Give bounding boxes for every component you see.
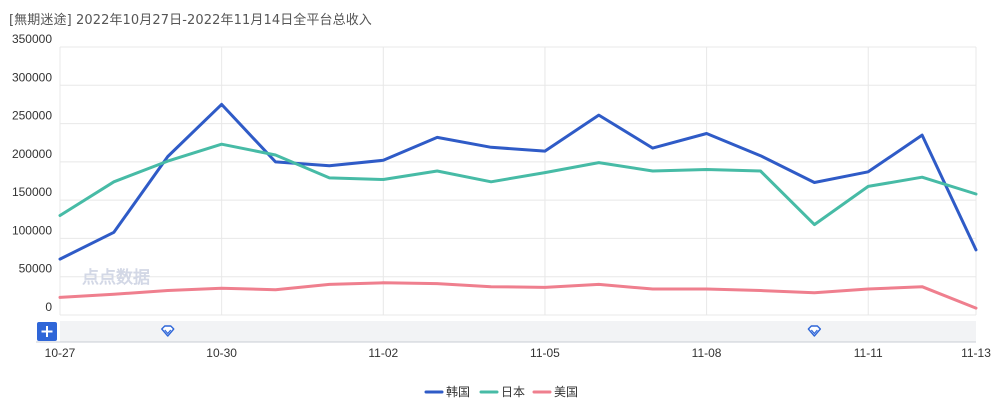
legend-item[interactable]: 日本 — [479, 385, 525, 399]
watermark-text: 点点数据 — [82, 267, 150, 288]
y-axis: 0 50000 100000 150000 200000 250000 300000 3500… — [12, 32, 52, 314]
slider-track[interactable] — [60, 321, 976, 342]
y-tick-label: 300000 — [12, 70, 52, 84]
x-axis: 10-27 10-30 11-02 11-05 11-08 11-11 11-13 — [45, 346, 992, 360]
y-tick-label: 0 — [45, 300, 52, 314]
legend-item[interactable]: 美国 — [532, 385, 578, 399]
legend-item[interactable]: 韩国 — [424, 384, 470, 399]
x-tick-label: 11-13 — [961, 346, 991, 360]
legend-label: 韩国 — [446, 384, 470, 399]
series-line-日本[interactable] — [58, 142, 978, 227]
y-tick-label: 250000 — [12, 109, 52, 123]
legend[interactable]: 韩国 日本 美国 — [424, 384, 578, 399]
series-lines[interactable] — [58, 102, 978, 310]
x-tick-label: 10-30 — [206, 346, 237, 360]
x-tick-label: 11-11 — [854, 346, 883, 360]
legend-label: 日本 — [501, 385, 525, 399]
x-tick-label: 11-05 — [530, 346, 560, 360]
slider-markers[interactable] — [161, 325, 822, 337]
diamond-marker-icon[interactable] — [807, 325, 822, 337]
grid-lines — [59, 46, 977, 316]
x-tick-label: 11-02 — [368, 346, 398, 360]
x-tick-label: 11-08 — [692, 346, 722, 360]
series-line-美国[interactable] — [58, 281, 978, 310]
zoom-slider[interactable] — [36, 321, 976, 343]
chart-title: [無期迷途] 2022年10月27日-2022年11月14日全平台总收入 — [9, 13, 372, 28]
y-tick-label: 50000 — [19, 262, 53, 276]
y-tick-label: 350000 — [12, 32, 52, 46]
y-tick-label: 100000 — [12, 223, 52, 237]
plus-icon — [41, 326, 53, 337]
zoom-button[interactable] — [37, 322, 57, 341]
y-tick-label: 150000 — [12, 185, 52, 199]
series-line-韩国[interactable] — [58, 102, 978, 261]
x-tick-label: 10-27 — [45, 346, 76, 360]
legend-label: 美国 — [554, 385, 578, 399]
diamond-marker-icon[interactable] — [161, 325, 175, 337]
y-tick-label: 200000 — [12, 147, 52, 161]
